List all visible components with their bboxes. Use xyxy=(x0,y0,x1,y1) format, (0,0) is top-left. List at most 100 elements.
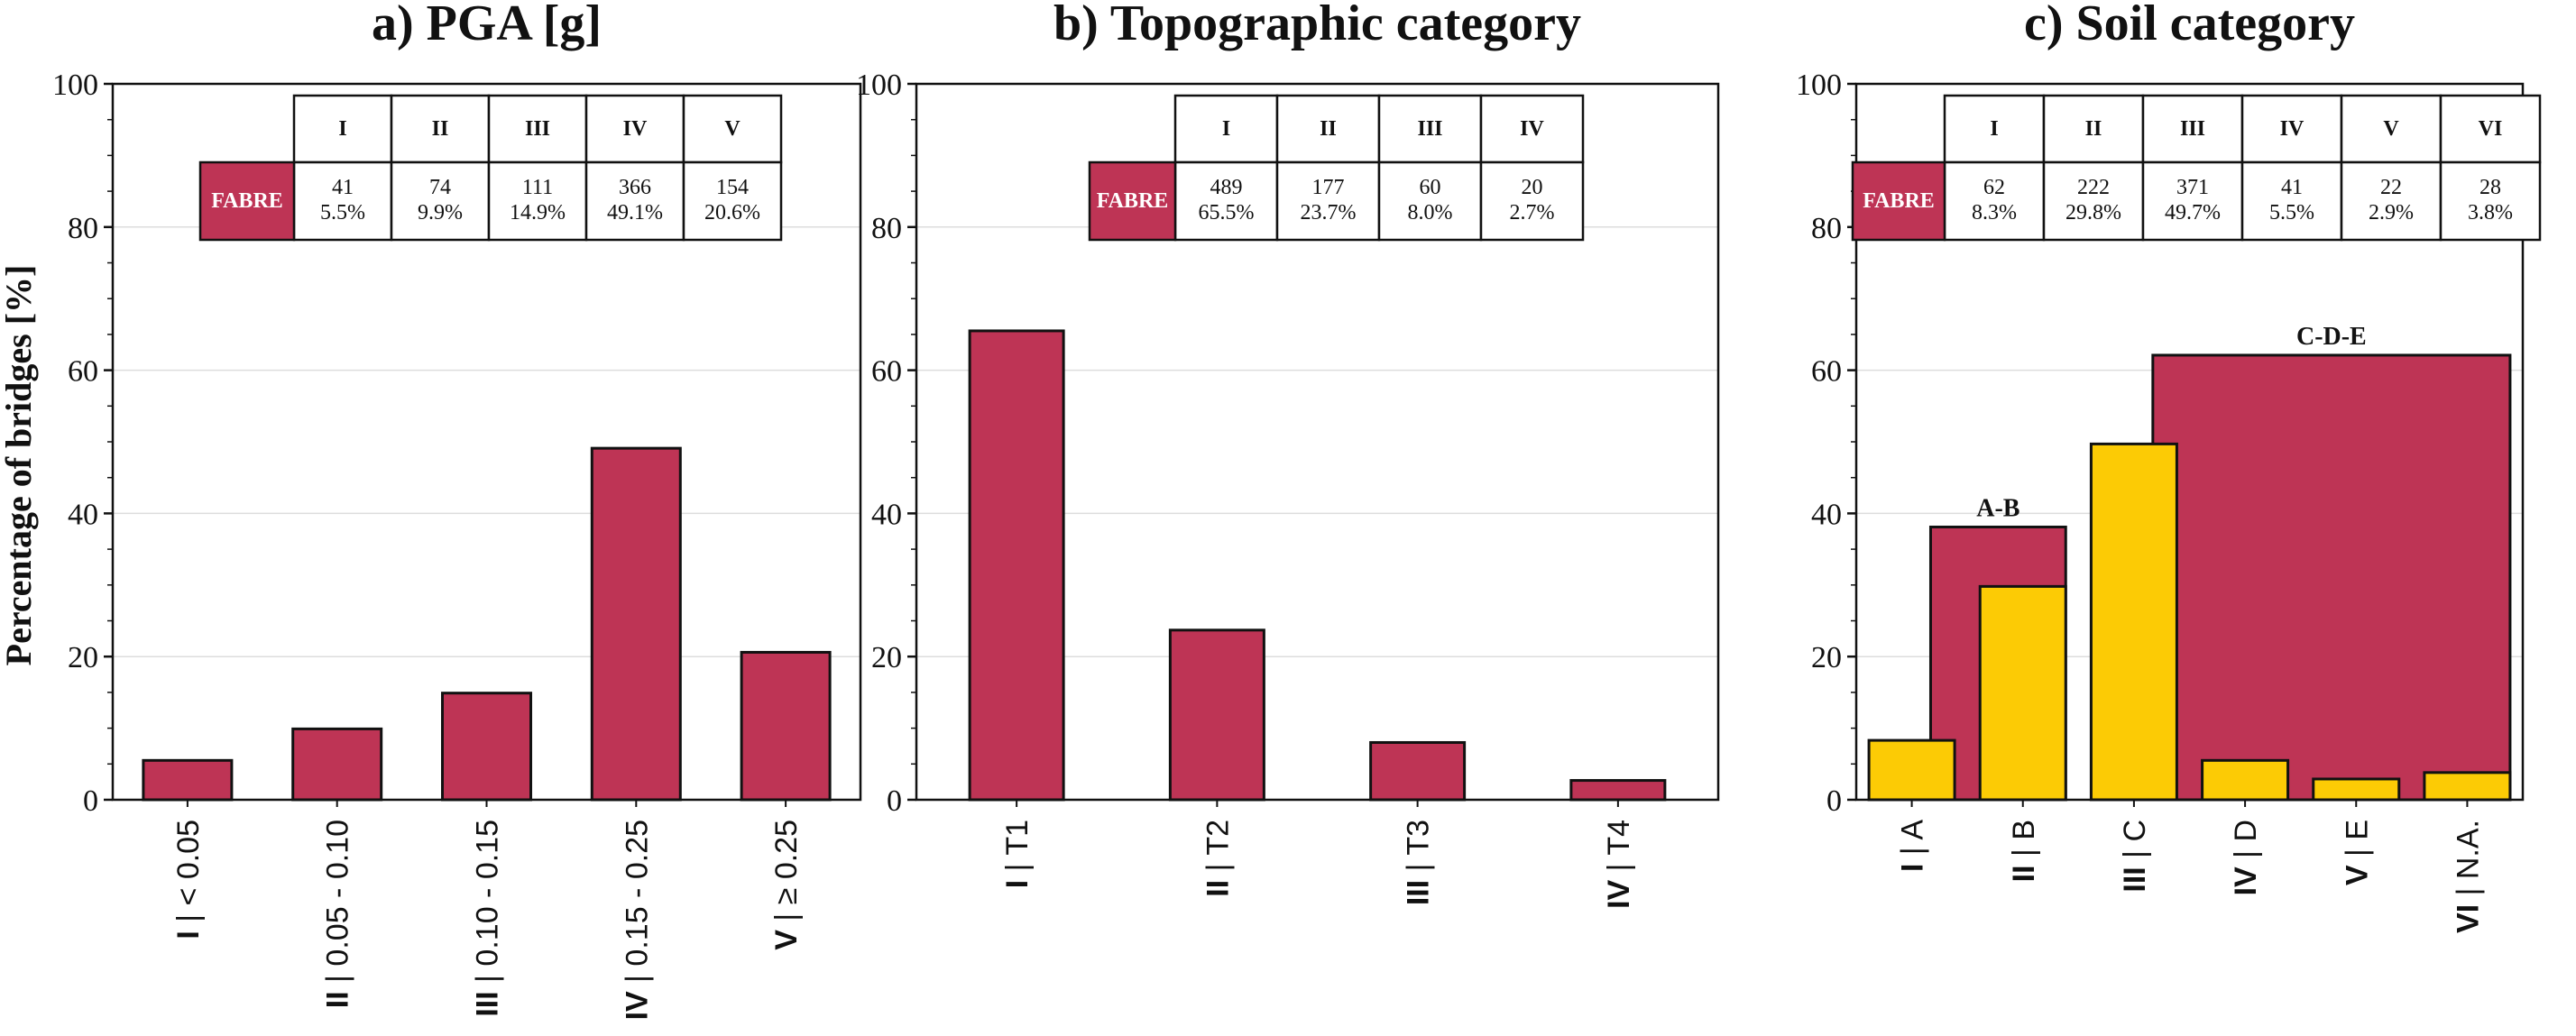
table-header-text: IV xyxy=(623,117,648,141)
x-tick-roman: VI xyxy=(2451,904,2485,933)
x-tick-roman: V xyxy=(2340,865,2374,885)
x-tick-label: I | A xyxy=(1896,820,1930,872)
table-header-cell xyxy=(1377,94,1483,164)
x-tick-text: | B xyxy=(2007,820,2041,865)
table-percent: 65.5% xyxy=(1199,201,1255,225)
table-value-cell xyxy=(682,160,783,242)
table-value-cell xyxy=(390,160,491,242)
y-tick-label: 20 xyxy=(68,641,98,674)
table-percent: 5.5% xyxy=(2269,201,2314,225)
table-percent: 23.7% xyxy=(1301,201,1357,225)
y-tick-label: 100 xyxy=(52,69,98,102)
table-percent: 9.9% xyxy=(418,201,463,225)
x-tick-text: | ≥ 0.25 xyxy=(769,820,804,930)
x-tick-roman: IV xyxy=(1602,879,1636,908)
table-count: 366 xyxy=(619,176,651,199)
table-value-cell xyxy=(2240,160,2343,242)
y-tick-label: 0 xyxy=(83,784,98,818)
x-tick-text: | E xyxy=(2340,820,2374,865)
x-tick-label: V | E xyxy=(2340,820,2374,885)
table-value-cell xyxy=(2340,160,2443,242)
y-tick-label: 80 xyxy=(871,212,902,245)
table-row-label: FABRE xyxy=(1097,189,1169,213)
table-header-cell xyxy=(1173,94,1279,164)
y-tick-label: 60 xyxy=(871,355,902,389)
table-header-text: I xyxy=(1990,117,1998,141)
table-header-text: I xyxy=(338,117,346,141)
table-count: 20 xyxy=(1522,176,1543,199)
table-count: 41 xyxy=(2281,176,2303,199)
y-tick-label: 0 xyxy=(1826,784,1842,818)
x-tick-label: II | T2 xyxy=(1201,820,1235,897)
table-header-text: V xyxy=(724,117,741,141)
table-percent: 29.8% xyxy=(2065,201,2121,225)
table-row-label: FABRE xyxy=(211,189,283,213)
bar-iii xyxy=(1369,740,1467,802)
table-header-cell xyxy=(2340,94,2443,164)
bar-v xyxy=(740,650,832,802)
x-tick-text: | T4 xyxy=(1602,820,1636,880)
bar-iii xyxy=(441,692,532,802)
y-tick-label: 40 xyxy=(68,498,98,531)
table-row-label-cell xyxy=(1088,160,1177,242)
table-percent: 49.1% xyxy=(607,201,663,225)
y-tick-label: 80 xyxy=(68,212,98,245)
table-value-cell xyxy=(584,160,685,242)
table-header-text: V xyxy=(2383,117,2399,141)
x-tick-roman: I xyxy=(1000,880,1035,888)
x-tick-roman: III xyxy=(471,991,505,1016)
x-tick-roman: II xyxy=(2007,865,2041,882)
table-percent: 8.0% xyxy=(1408,201,1453,225)
table-header-text: IV xyxy=(2280,117,2305,141)
x-tick-text: | < 0.05 xyxy=(171,820,206,931)
table-count: 111 xyxy=(522,176,553,199)
x-tick-text: | 0.10 - 0.15 xyxy=(471,820,505,991)
x-tick-label: IV | 0.15 - 0.25 xyxy=(620,820,654,1020)
table-count: 154 xyxy=(716,176,749,199)
x-tick-roman: III xyxy=(1402,880,1436,905)
x-tick-roman: II xyxy=(321,991,355,1008)
x-tick-text: | A xyxy=(1896,820,1930,864)
x-tick-text: | T1 xyxy=(1000,820,1035,880)
table-percent: 2.7% xyxy=(1510,201,1555,225)
x-tick-label: III | C xyxy=(2118,820,2152,893)
table-count: 22 xyxy=(2380,176,2402,199)
table-header-text: I xyxy=(1222,117,1230,141)
x-tick-label: III | T3 xyxy=(1402,820,1436,905)
table-count: 74 xyxy=(429,176,451,199)
y-tick-label: 100 xyxy=(856,69,902,102)
bar-iv xyxy=(2201,758,2290,802)
bar-ii xyxy=(291,727,383,802)
subplot-title: b) Topographic category xyxy=(1053,0,1581,51)
table-count: 41 xyxy=(332,176,354,199)
table-value-cell xyxy=(2439,160,2542,242)
table-header-text: VI xyxy=(2479,117,2503,141)
table-value-cell xyxy=(1275,160,1381,242)
x-tick-text: | C xyxy=(2118,820,2152,866)
y-tick-label: 0 xyxy=(887,784,902,818)
subplot-title: c) Soil category xyxy=(2024,0,2355,51)
table-value-cell xyxy=(1943,160,2046,242)
x-tick-label: IV | T4 xyxy=(1602,820,1636,909)
x-tick-text: | D xyxy=(2229,820,2263,866)
table-value-cell xyxy=(2042,160,2145,242)
group-bar-c-d-e xyxy=(2151,353,2512,802)
table-percent: 49.7% xyxy=(2165,201,2221,225)
bar-i xyxy=(1867,738,1956,802)
x-tick-text: | N.A. xyxy=(2451,820,2485,904)
table-count: 62 xyxy=(1983,176,2005,199)
x-tick-text: | T3 xyxy=(1402,820,1436,880)
table-count: 60 xyxy=(1420,176,1441,199)
table-header-text: II xyxy=(2085,117,2102,141)
x-tick-label: I | T1 xyxy=(1000,820,1035,888)
table-percent: 5.5% xyxy=(320,201,365,225)
bar-v xyxy=(2312,777,2401,802)
bar-iii xyxy=(2089,442,2178,802)
x-tick-roman: V xyxy=(769,930,804,950)
x-tick-label: VI | N.A. xyxy=(2451,820,2485,933)
y-tick-label: 80 xyxy=(1811,212,1842,245)
table-value-cell xyxy=(1173,160,1279,242)
